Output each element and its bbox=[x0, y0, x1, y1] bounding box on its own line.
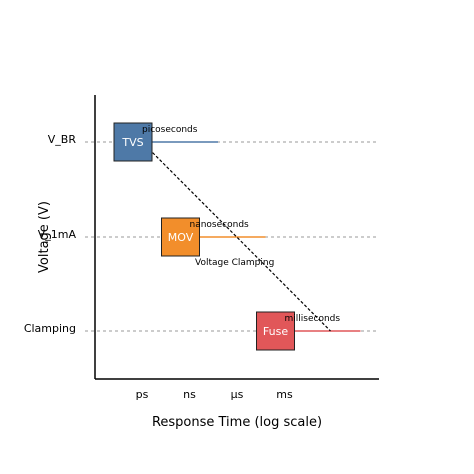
device-label: TVS bbox=[121, 136, 143, 149]
y-axis-title: Voltage (V) bbox=[37, 201, 52, 273]
device-range-lines bbox=[142, 141, 361, 332]
voltage-clamping-annotation: Voltage Clamping bbox=[195, 258, 274, 268]
y-tick-label: V_BR bbox=[48, 133, 77, 146]
timescale-label: picoseconds bbox=[142, 125, 198, 135]
timescale-label: nanoseconds bbox=[190, 220, 250, 230]
device-box bbox=[161, 217, 200, 257]
x-tick-label: ns bbox=[183, 388, 196, 401]
x-axis-title: Response Time (log scale) bbox=[152, 415, 322, 430]
axes bbox=[94, 95, 379, 380]
device-box bbox=[256, 311, 295, 351]
device-label: MOV bbox=[168, 231, 194, 244]
timescale-label: milliseconds bbox=[285, 314, 341, 324]
x-tick-label: ps bbox=[136, 388, 149, 401]
device-box bbox=[113, 122, 153, 162]
y-tick-label: Clamping bbox=[24, 322, 76, 335]
x-tick-label: µs bbox=[231, 388, 244, 401]
trend-line bbox=[141, 141, 331, 332]
x-tick-labels: ps ns µs ms bbox=[136, 388, 293, 401]
device-label: Fuse bbox=[263, 325, 288, 338]
x-tick-label: ms bbox=[276, 388, 293, 401]
y-tick-labels: Clamping V_1mA V_BR bbox=[24, 133, 77, 335]
y-tick-label: V_1mA bbox=[38, 228, 77, 241]
